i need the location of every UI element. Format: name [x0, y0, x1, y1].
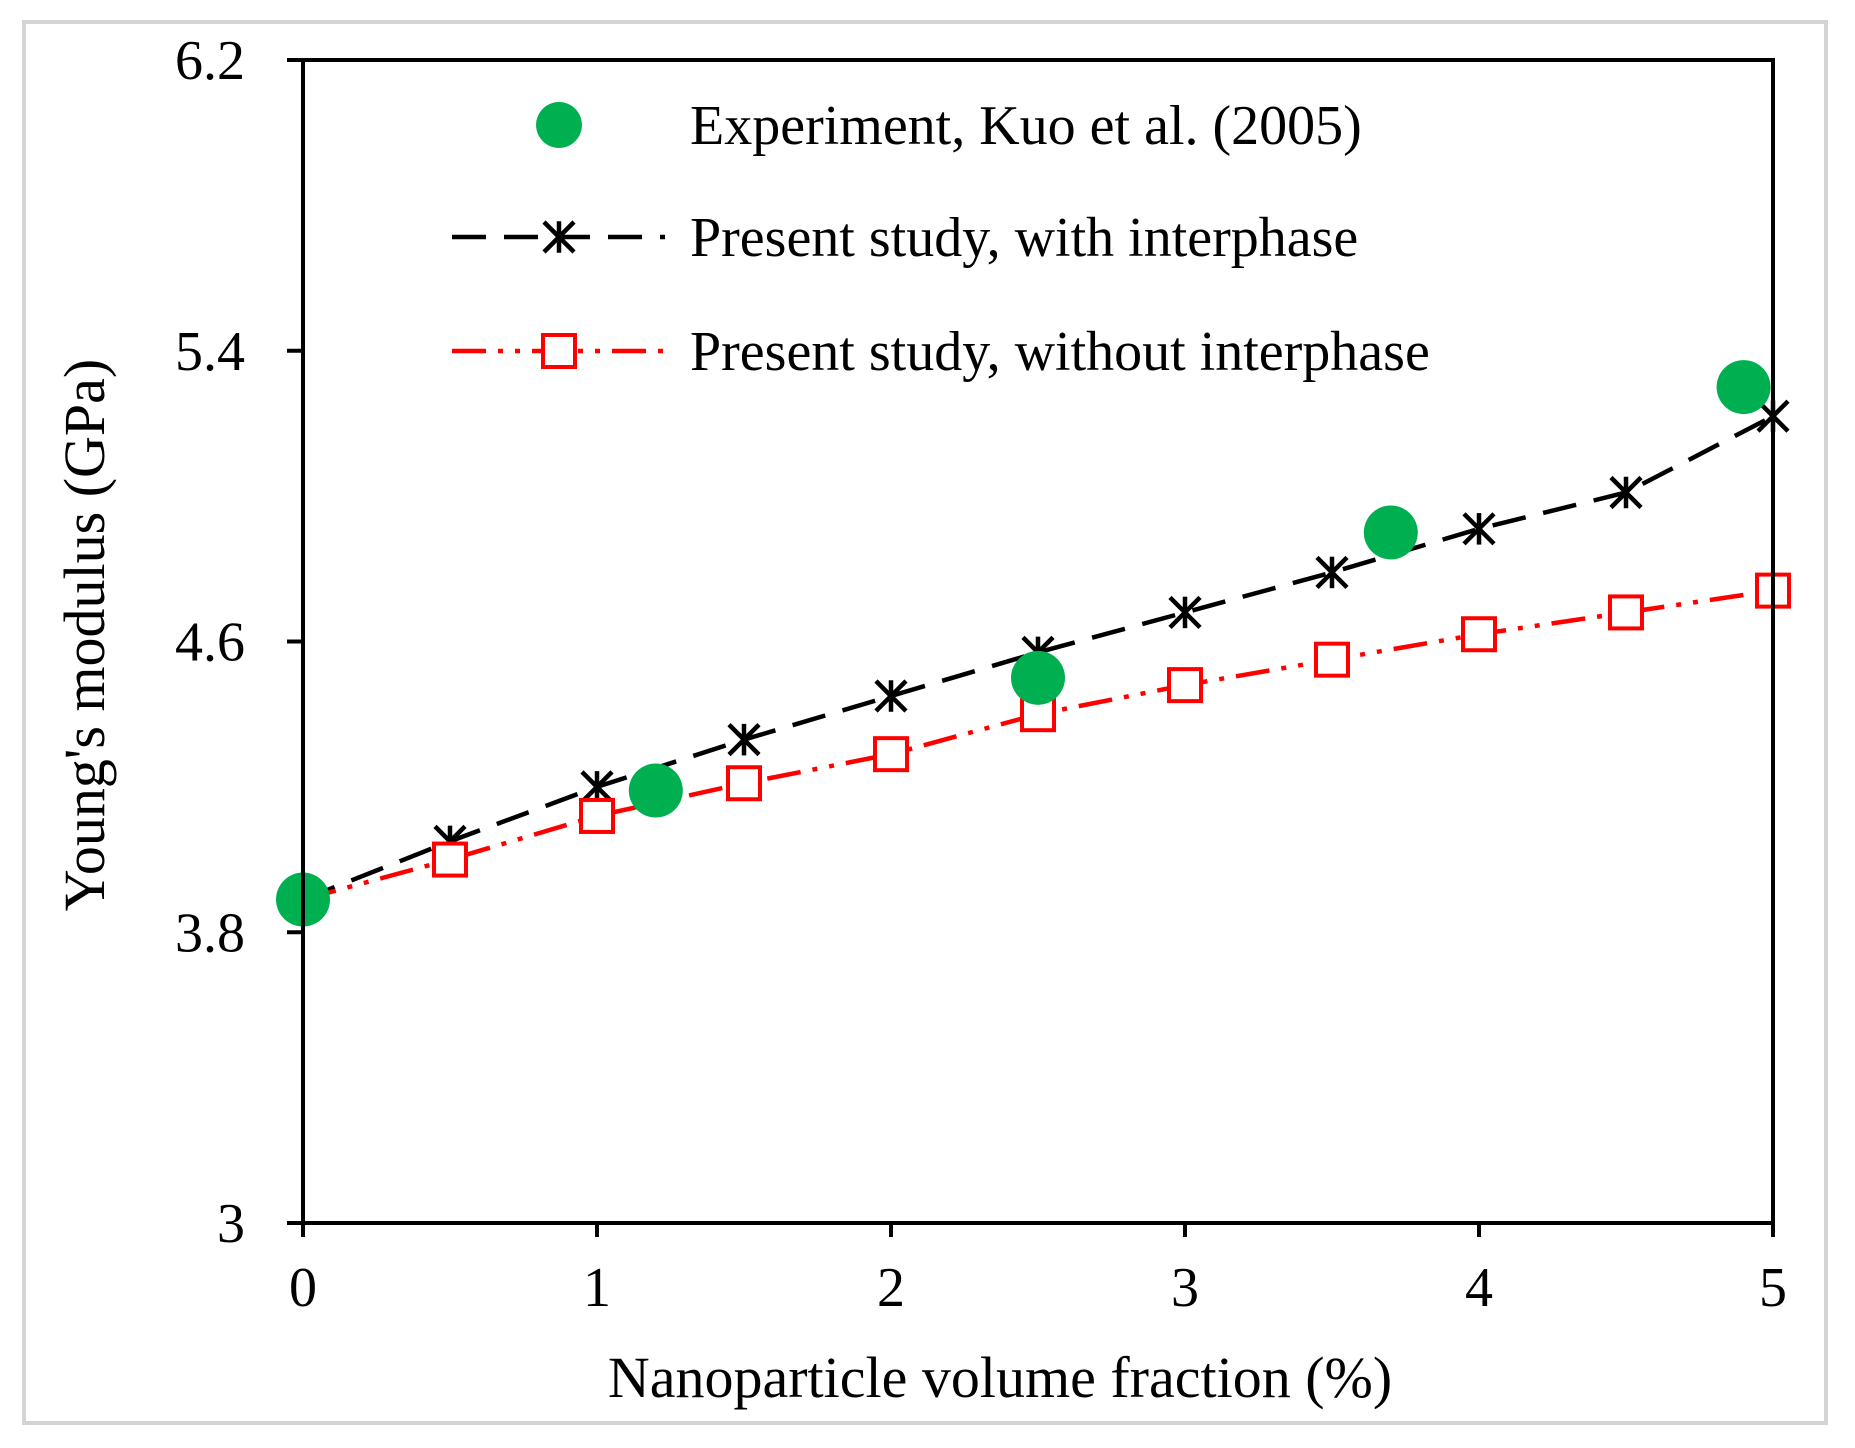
data-point	[1462, 512, 1496, 546]
data-point	[579, 797, 615, 834]
series-layer	[276, 360, 1791, 927]
data-point	[1315, 555, 1349, 590]
legend: Experiment, Kuo et al. (2005) Present stu…	[452, 95, 1430, 383]
data-point	[628, 763, 683, 818]
legend-entry: Present study, without interphase	[452, 321, 1430, 383]
x-tick-label: 1	[583, 1257, 611, 1319]
series-present-study-without-interphase	[302, 572, 1791, 902]
y-tick-label: 6.2	[175, 30, 245, 92]
legend-marker	[542, 220, 576, 254]
legend-label: Present study, with interphase	[690, 207, 1358, 269]
x-tick-label: 4	[1465, 1257, 1493, 1319]
series-experiment-kuo-et-al-2005	[276, 360, 1771, 927]
series-line	[302, 588, 1774, 902]
x-axis-title: Nanoparticle volume fraction (%)	[608, 1345, 1392, 1410]
legend-label: Experiment, Kuo et al. (2005)	[690, 95, 1362, 157]
x-tick-label: 5	[1759, 1257, 1787, 1319]
figure-frame	[22, 20, 1828, 1425]
series-line	[302, 414, 1775, 902]
legend-label: Present study, without interphase	[690, 321, 1430, 383]
data-point	[1461, 616, 1497, 653]
data-point	[873, 736, 909, 773]
y-axis-title: Young's modulus (GPa)	[52, 359, 117, 911]
legend-marker	[541, 333, 577, 369]
data-point	[1609, 475, 1643, 510]
x-tick-label: 3	[1171, 1257, 1199, 1319]
data-point	[1167, 667, 1203, 704]
data-point	[874, 679, 908, 713]
y-tick-label: 5.4	[175, 321, 245, 383]
data-point	[580, 770, 614, 804]
data-point	[727, 723, 761, 757]
data-point	[432, 841, 468, 878]
x-tick-label: 0	[289, 1257, 317, 1319]
data-point	[1363, 505, 1418, 560]
data-point	[1314, 641, 1350, 678]
data-point	[1608, 594, 1644, 631]
legend-entry: Present study, with interphase	[452, 207, 1358, 269]
legend-marker	[536, 102, 582, 148]
y-tick-label: 3	[217, 1193, 245, 1255]
data-point	[726, 765, 762, 802]
axis-layer: 0 1 2 3 4 5 3 3.8 4.6 5.4 6.2	[175, 30, 1787, 1319]
y-tick-label: 4.6	[175, 612, 245, 674]
series-present-study-with-interphase	[302, 399, 1790, 902]
data-point	[1168, 595, 1202, 630]
data-point	[1716, 360, 1771, 415]
y-tick-label: 3.8	[175, 902, 245, 964]
data-point	[1011, 650, 1065, 705]
x-tick-label: 2	[877, 1257, 905, 1319]
legend-entry: Experiment, Kuo et al. (2005)	[536, 95, 1362, 157]
